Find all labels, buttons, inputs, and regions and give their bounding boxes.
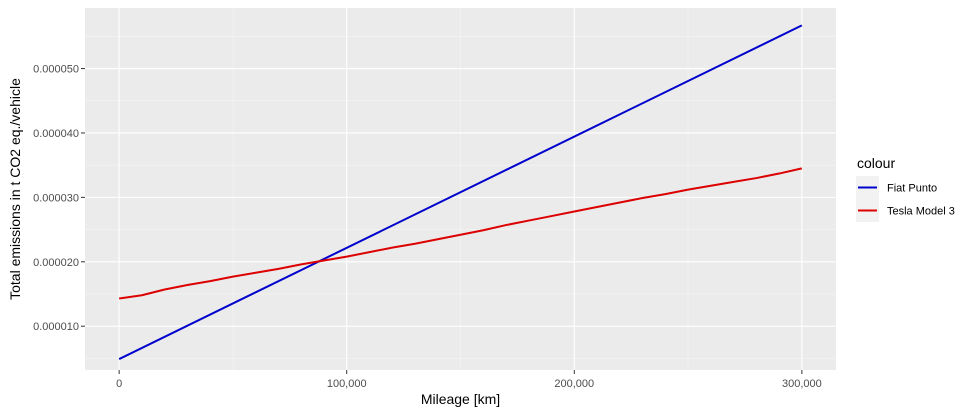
series-line-fiat-punto — [118, 24, 803, 360]
series-layer — [118, 24, 803, 360]
legend-label: Tesla Model 3 — [887, 206, 955, 218]
legend-label: Fiat Punto — [887, 183, 937, 195]
y-axis-title: Total emissions in t CO2 eq./vehicle — [7, 78, 23, 300]
series-line-tesla-model-3 — [118, 167, 803, 300]
y-tick-label: 0.000040 — [33, 128, 79, 140]
x-axis: 0 100,000 200,000 300,000 — [116, 370, 822, 390]
x-tick-label: 100,000 — [327, 378, 367, 390]
major-gridlines — [85, 8, 836, 370]
x-tick-label: 0 — [116, 378, 122, 390]
minor-gridlines — [85, 8, 836, 370]
legend-title: colour — [857, 155, 895, 171]
legend: colour Fiat Punto Tesla Model 3 — [856, 155, 955, 222]
y-tick-label: 0.000010 — [33, 321, 79, 333]
x-tick-label: 300,000 — [782, 378, 822, 390]
y-axis: 0.000010 0.000020 0.000030 0.000040 0.000050 — [33, 64, 85, 333]
y-tick-label: 0.000030 — [33, 192, 79, 204]
x-tick-label: 200,000 — [554, 378, 594, 390]
y-tick-label: 0.000050 — [33, 64, 79, 76]
legend-items: Fiat Punto Tesla Model 3 — [856, 176, 955, 222]
x-axis-title: Mileage [km] — [421, 391, 500, 407]
y-tick-label: 0.000020 — [33, 257, 79, 269]
